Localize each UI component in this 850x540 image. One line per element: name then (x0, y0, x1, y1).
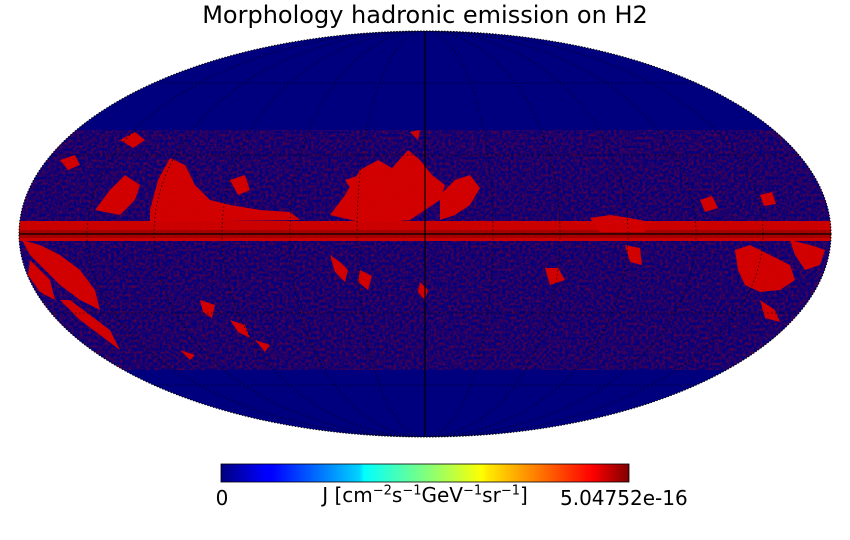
map-outline (18, 30, 832, 438)
colorbar-max-label: 5.04752e-16 (560, 486, 688, 510)
colorbar-min-label: 0 (215, 486, 229, 510)
map-title: Morphology hadronic emission on H2 (202, 1, 648, 29)
colorbar (220, 463, 630, 483)
axes-lines (19, 31, 831, 437)
colorbar-unit-label: J [cm−2s−1GeV−1sr−1] (322, 483, 528, 507)
